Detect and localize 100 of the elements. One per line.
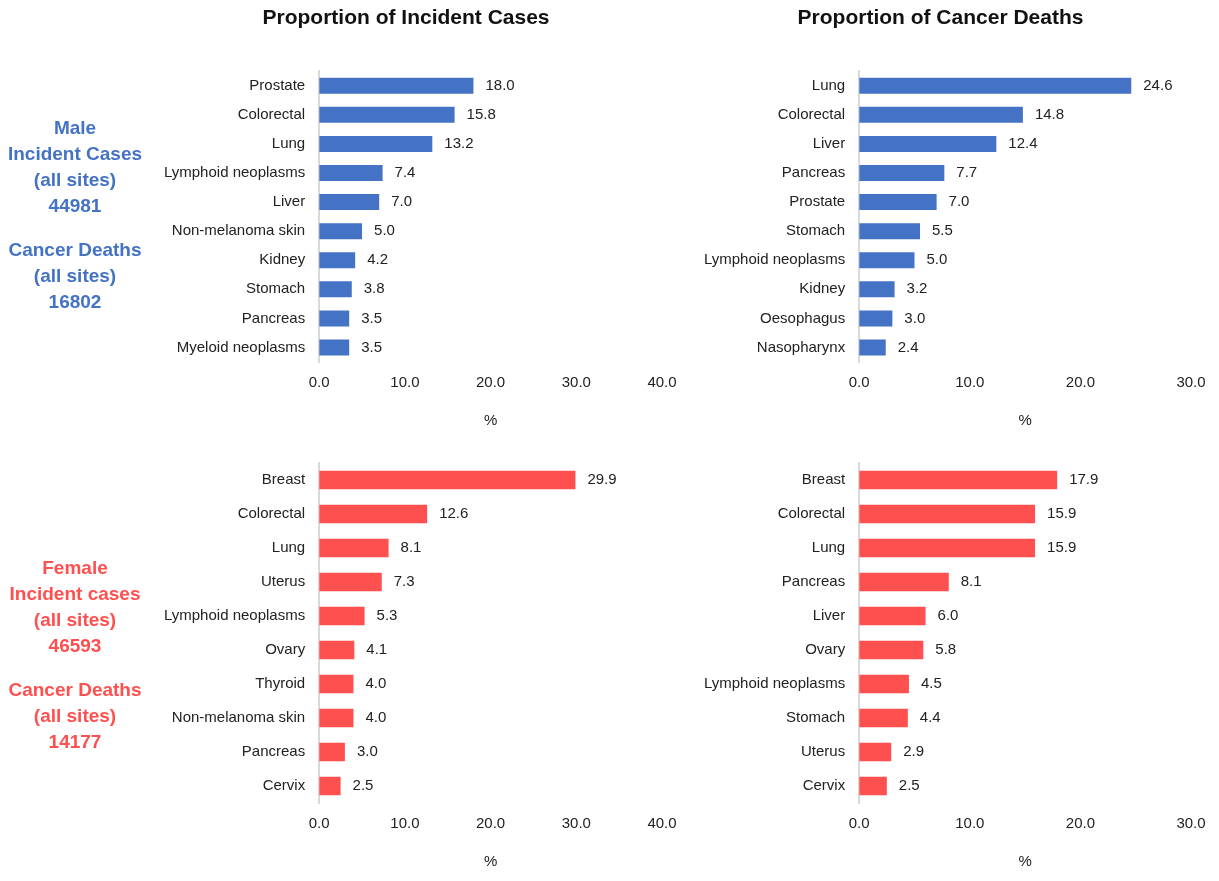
text: Cancer Deaths (all sites) 16802 bbox=[7, 238, 143, 314]
x-tick-label: 30.0 bbox=[1176, 373, 1206, 391]
data-label: 3.2 bbox=[906, 279, 928, 297]
bar bbox=[859, 77, 1132, 94]
data-label: 8.1 bbox=[400, 538, 422, 556]
y-tick-label: Lung bbox=[271, 538, 306, 556]
y-tick-label: Lung bbox=[271, 134, 306, 152]
y-tick-label: Colorectal bbox=[237, 504, 306, 522]
data-label: 4.0 bbox=[365, 708, 387, 726]
data-label: 5.0 bbox=[374, 221, 395, 239]
x-tick-label: 10.0 bbox=[955, 814, 985, 832]
y-tick-label: Pancreas bbox=[781, 572, 846, 590]
data-label: 5.5 bbox=[932, 221, 953, 239]
bar bbox=[859, 252, 915, 269]
x-tick-label: 10.0 bbox=[390, 373, 420, 391]
bar bbox=[859, 538, 1036, 558]
bar bbox=[319, 742, 345, 762]
bar bbox=[319, 776, 341, 796]
x-tick-label: 0.0 bbox=[308, 814, 330, 832]
bar bbox=[859, 776, 887, 796]
data-label: 4.2 bbox=[367, 250, 389, 268]
bar bbox=[319, 135, 433, 152]
x-tick-label: 30.0 bbox=[561, 814, 591, 832]
bar bbox=[319, 504, 428, 524]
y-tick-label: Cervix bbox=[262, 776, 306, 794]
data-label: 14.8 bbox=[1034, 104, 1065, 122]
data-label: 6.0 bbox=[937, 606, 959, 624]
y-tick-label: Lymphoid neoplasms bbox=[163, 163, 306, 181]
bar bbox=[319, 606, 365, 626]
data-label: 24.6 bbox=[1143, 75, 1173, 93]
y-tick-label: Lymphoid neoplasms bbox=[703, 250, 846, 268]
data-label: 13.2 bbox=[444, 134, 474, 152]
data-label: 2.9 bbox=[903, 742, 925, 760]
data-label: 17.9 bbox=[1069, 470, 1099, 488]
text: Cancer Deaths (all sites) 14177 bbox=[7, 678, 143, 754]
y-tick-label: Breast bbox=[801, 470, 847, 488]
data-label: 3.5 bbox=[361, 308, 383, 326]
y-tick-label: Lung bbox=[811, 75, 846, 93]
bar bbox=[319, 470, 576, 490]
data-label: 5.0 bbox=[926, 250, 948, 268]
y-tick-label: Prostate bbox=[249, 75, 306, 93]
data-label: 12.4 bbox=[1008, 134, 1038, 152]
data-label: 7.7 bbox=[956, 163, 978, 181]
y-tick-label: Prostate bbox=[789, 192, 846, 210]
bar bbox=[319, 572, 382, 592]
data-label: 15.8 bbox=[466, 104, 496, 122]
data-label: 4.1 bbox=[366, 640, 388, 658]
x-axis-title: % bbox=[483, 411, 498, 429]
y-tick-label: Liver bbox=[812, 606, 846, 624]
bar bbox=[859, 135, 997, 152]
x-tick-label: 20.0 bbox=[1065, 814, 1095, 832]
y-tick-label: Oesophagus bbox=[760, 308, 846, 326]
bar bbox=[319, 77, 474, 94]
bar bbox=[859, 339, 886, 356]
x-tick-label: 20.0 bbox=[475, 814, 506, 832]
data-label: 5.8 bbox=[935, 640, 957, 658]
text: Female Incident cases (all sites) 46593 bbox=[8, 556, 142, 658]
chart-title: Proportion of Cancer Deaths bbox=[797, 5, 1084, 29]
data-label: 2.5 bbox=[898, 776, 920, 794]
y-tick-label: Uterus bbox=[801, 742, 846, 760]
bar bbox=[319, 164, 383, 181]
data-label: 29.9 bbox=[587, 470, 617, 488]
data-label: 7.3 bbox=[393, 572, 415, 590]
bar bbox=[859, 504, 1036, 524]
x-tick-label: 20.0 bbox=[475, 373, 506, 391]
y-tick-label: Uterus bbox=[261, 572, 306, 590]
bar bbox=[859, 281, 895, 298]
x-tick-label: 40.0 bbox=[647, 814, 677, 832]
y-tick-label: Pancreas bbox=[241, 742, 306, 760]
bar bbox=[859, 708, 908, 728]
y-tick-label: Pancreas bbox=[781, 163, 846, 181]
bar bbox=[319, 223, 363, 240]
bar bbox=[859, 674, 909, 694]
data-label: 2.5 bbox=[352, 776, 374, 794]
data-label: 3.5 bbox=[361, 337, 383, 355]
y-tick-label: Breast bbox=[261, 470, 307, 488]
data-label: 7.0 bbox=[391, 192, 413, 210]
y-tick-label: Thyroid bbox=[255, 674, 306, 692]
x-tick-label: 30.0 bbox=[1176, 814, 1206, 832]
x-tick-label: 40.0 bbox=[647, 373, 677, 391]
bar bbox=[859, 194, 937, 211]
data-label: 5.3 bbox=[376, 606, 398, 624]
x-axis-title: % bbox=[483, 852, 498, 870]
y-tick-label: Myeloid neoplasms bbox=[176, 337, 306, 355]
bar bbox=[859, 606, 926, 626]
bar bbox=[319, 708, 354, 728]
y-tick-label: Nasopharynx bbox=[756, 337, 846, 355]
bar bbox=[319, 538, 389, 558]
text: Male Incident Cases (all sites) 44981 bbox=[6, 116, 144, 218]
y-tick-label: Non-melanoma skin bbox=[171, 708, 306, 726]
data-label: 4.4 bbox=[919, 708, 941, 726]
x-tick-label: 0.0 bbox=[308, 373, 330, 391]
y-tick-label: Non-melanoma skin bbox=[171, 221, 306, 239]
data-label: 15.9 bbox=[1047, 538, 1077, 556]
chart-title: Proportion of Incident Cases bbox=[262, 5, 550, 29]
y-tick-label: Colorectal bbox=[777, 104, 846, 122]
bar bbox=[319, 339, 350, 356]
y-tick-label: Kidney bbox=[799, 279, 846, 297]
data-label: 3.8 bbox=[363, 279, 385, 297]
x-tick-label: 0.0 bbox=[848, 373, 870, 391]
